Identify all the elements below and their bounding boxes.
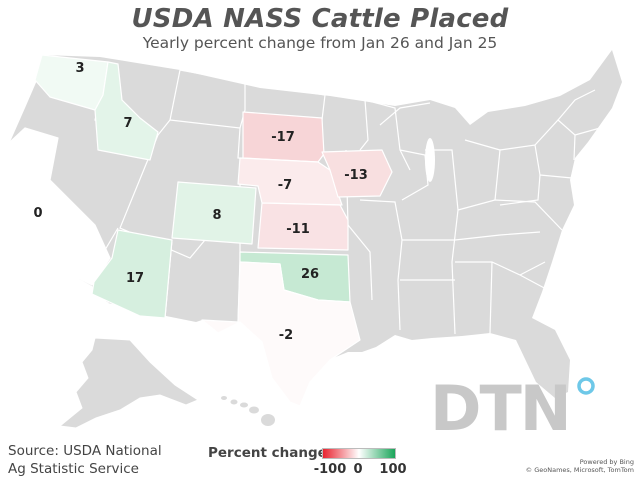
source-note: Source: USDA National Ag Statistic Servi… bbox=[8, 442, 162, 478]
lake-michigan bbox=[425, 138, 435, 182]
dtn-logo-text: DTN bbox=[430, 372, 570, 442]
value-label-california: 0 bbox=[33, 206, 42, 221]
value-label-south-dakota: -17 bbox=[271, 130, 295, 145]
state-iowa[interactable] bbox=[321, 149, 393, 198]
map-attribution: Powered by Bing © GeoNames, Microsoft, T… bbox=[526, 458, 634, 474]
attribution-powered-by: Powered by Bing bbox=[579, 458, 634, 466]
value-label-texas: -2 bbox=[279, 328, 293, 343]
source-line-1: Source: USDA National bbox=[8, 443, 162, 459]
value-label-kansas: -11 bbox=[286, 222, 310, 237]
source-line-2: Ag Statistic Service bbox=[8, 461, 139, 477]
map-title: USDA NASS Cattle Placed bbox=[131, 4, 509, 34]
state-hawaii bbox=[221, 396, 275, 426]
state-california[interactable] bbox=[9, 127, 111, 286]
state-arizona[interactable] bbox=[91, 229, 173, 319]
dtn-logo: DTN bbox=[430, 372, 595, 442]
value-label-colorado: 8 bbox=[212, 208, 221, 223]
state-texas[interactable] bbox=[201, 261, 361, 407]
state-colorado[interactable] bbox=[171, 181, 257, 245]
state-kansas[interactable] bbox=[257, 202, 349, 251]
legend-max-label: 100 bbox=[379, 462, 407, 477]
value-label-arizona: 17 bbox=[126, 271, 144, 286]
value-label-washington: 3 bbox=[75, 61, 84, 76]
value-label-nebraska: -7 bbox=[278, 178, 292, 193]
value-label-iowa: -13 bbox=[344, 168, 368, 183]
legend-color-scale bbox=[322, 448, 396, 459]
dtn-logo-dot bbox=[577, 377, 595, 395]
state-idaho[interactable] bbox=[94, 61, 159, 161]
legend-mid-label: 0 bbox=[353, 462, 363, 477]
value-label-idaho: 7 bbox=[123, 116, 132, 131]
attribution-providers: © GeoNames, Microsoft, TomTom bbox=[525, 466, 634, 474]
value-label-oklahoma: 26 bbox=[301, 267, 319, 282]
legend-title: Percent change bbox=[208, 445, 327, 461]
map-subtitle: Yearly percent change from Jan 26 and Ja… bbox=[142, 34, 498, 52]
state-south-dakota[interactable] bbox=[242, 111, 325, 163]
legend-min-label: -100 bbox=[313, 462, 347, 477]
state-alaska bbox=[58, 337, 200, 429]
